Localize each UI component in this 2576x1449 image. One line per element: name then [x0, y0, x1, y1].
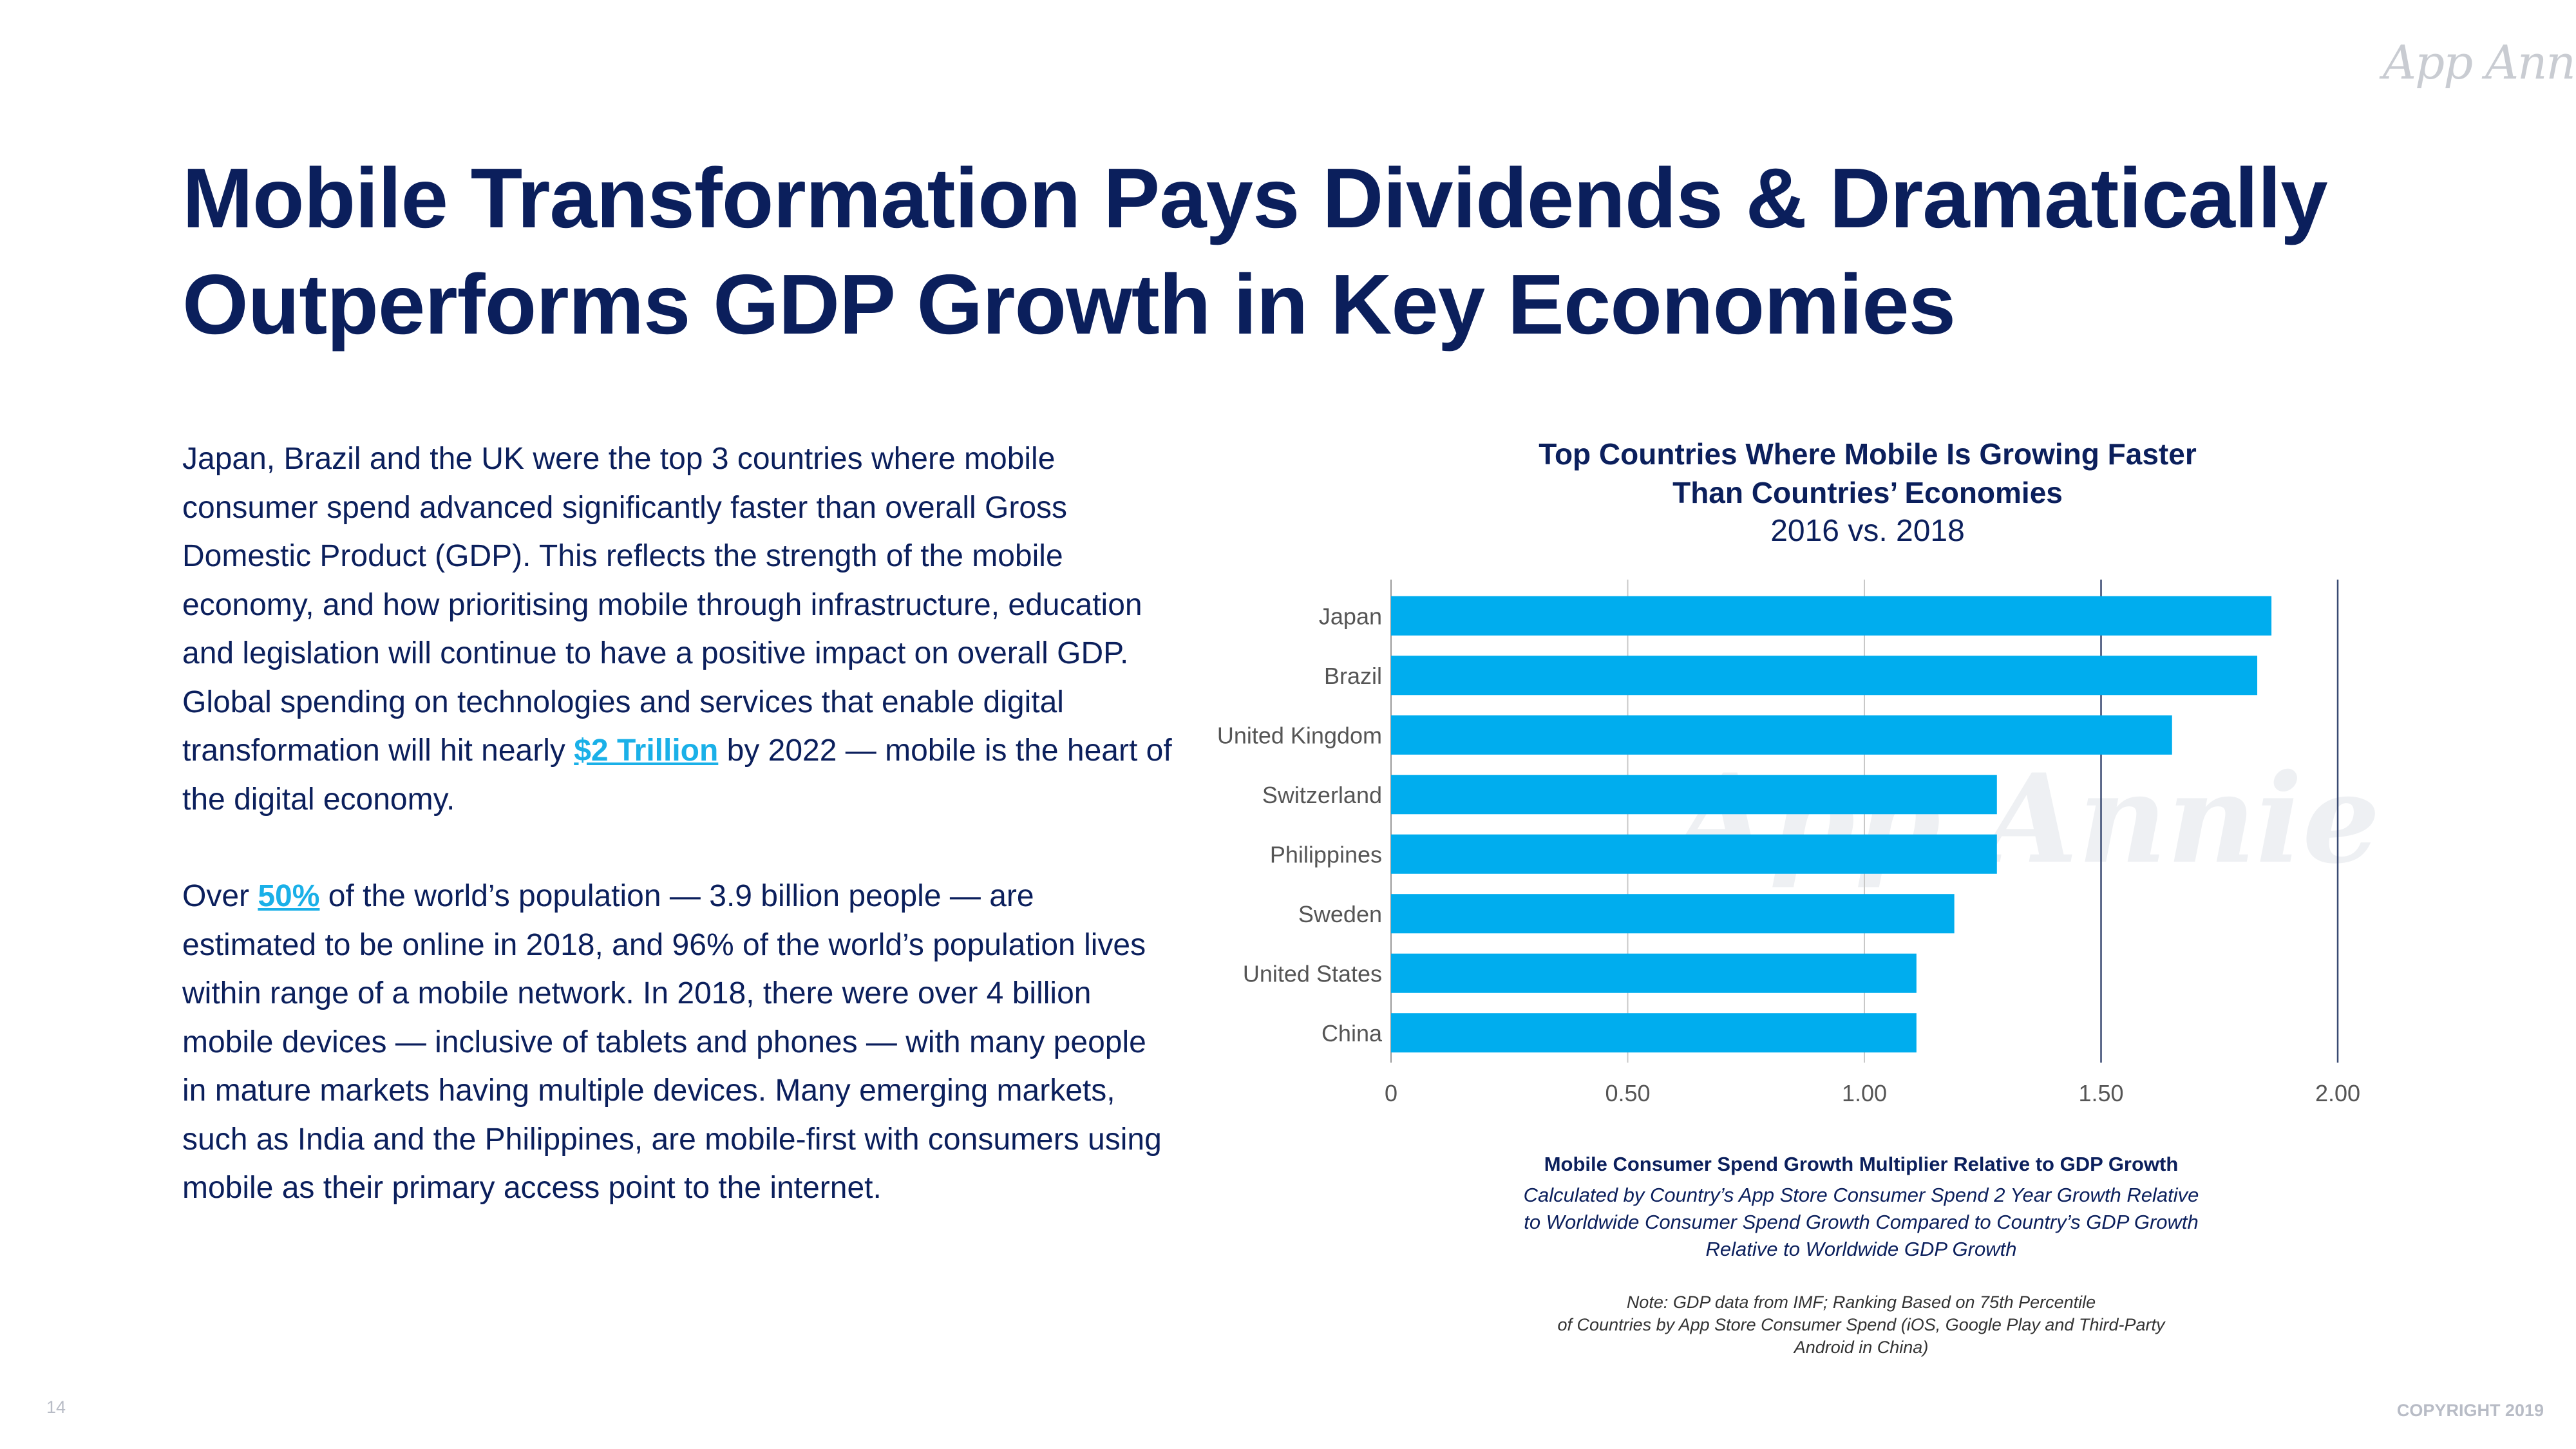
paragraph-1-text-a: Japan, Brazil and the UK were the top 3 … — [182, 442, 1142, 768]
paragraph-2: Over 50% of the world’s population — 3.9… — [182, 872, 1174, 1213]
paragraph-1-text-b: by 2022 — mobile is the heart of the dig… — [182, 734, 1172, 817]
x-tick-label: 0.50 — [1605, 1080, 1650, 1106]
category-label: United Kingdom — [1217, 722, 1382, 748]
paragraph-2-text-a: Over — [182, 879, 258, 913]
bar — [1391, 1013, 1917, 1053]
page-number: 14 — [46, 1397, 66, 1417]
category-label: Switzerland — [1262, 782, 1382, 808]
bar — [1391, 775, 1997, 815]
bar — [1391, 656, 2258, 696]
bar — [1391, 715, 2172, 755]
x-axis-description-line-1: Calculated by Country’s App Store Consum… — [1523, 1184, 2199, 1206]
body-text: Japan, Brazil and the UK were the top 3 … — [182, 435, 1174, 1261]
x-axis-description: Calculated by Country’s App Store Consum… — [1417, 1182, 2306, 1263]
category-label: China — [1321, 1020, 1383, 1046]
x-axis-title: Mobile Consumer Spend Growth Multiplier … — [1544, 1153, 2179, 1175]
x-tick-label: 1.00 — [1842, 1080, 1887, 1106]
category-label: Sweden — [1298, 901, 1382, 927]
bar — [1391, 834, 1997, 874]
x-tick-label: 2.00 — [2315, 1080, 2360, 1106]
bar — [1391, 596, 2272, 636]
fifty-percent-link[interactable]: 50% — [258, 879, 320, 913]
x-tick-label: 1.50 — [2078, 1080, 2123, 1106]
copyright: COPYRIGHT 2019 — [2396, 1401, 2544, 1420]
category-label: Japan — [1319, 603, 1382, 629]
category-label: Brazil — [1324, 663, 1382, 689]
category-label: Philippines — [1270, 841, 1382, 867]
chart-note-line-2: of Countries by App Store Consumer Spend… — [1557, 1315, 2165, 1334]
x-axis-description-line-3: Relative to Worldwide GDP Growth — [1705, 1238, 2017, 1260]
chart-subtitle: 2016 vs. 2018 — [1770, 514, 1965, 548]
chart-note-line-1: Note: GDP data from IMF; Ranking Based o… — [1626, 1293, 2096, 1312]
chart-title-line-1: Top Countries Where Mobile Is Growing Fa… — [1539, 437, 2197, 471]
x-tick-label: 0 — [1385, 1080, 1397, 1106]
chart-title: Top Countries Where Mobile Is Growing Fa… — [1320, 435, 2415, 551]
x-axis-description-line-2: to Worldwide Consumer Spend Growth Compa… — [1524, 1211, 2199, 1233]
chart-title-line-2: Than Countries’ Economies — [1672, 476, 2063, 509]
bar — [1391, 894, 1955, 934]
app-annie-logo: App Annie — [2383, 35, 2576, 90]
bar-chart: Japan Brazil United Kingdom Switzerland Phil… — [1217, 580, 2360, 1106]
paragraph-2-text-b: of the world’s population — 3.9 billion … — [182, 879, 1162, 1205]
two-trillion-link[interactable]: $2 Trillion — [574, 734, 719, 768]
bar — [1391, 953, 1917, 993]
chart-note-line-3: Android in China) — [1794, 1338, 1929, 1357]
category-label: United States — [1243, 960, 1382, 987]
page-title: Mobile Transformation Pays Dividends & D… — [182, 151, 2328, 352]
paragraph-1: Japan, Brazil and the UK were the top 3 … — [182, 435, 1174, 824]
chart-note: Note: GDP data from IMF; Ranking Based o… — [1417, 1291, 2306, 1359]
